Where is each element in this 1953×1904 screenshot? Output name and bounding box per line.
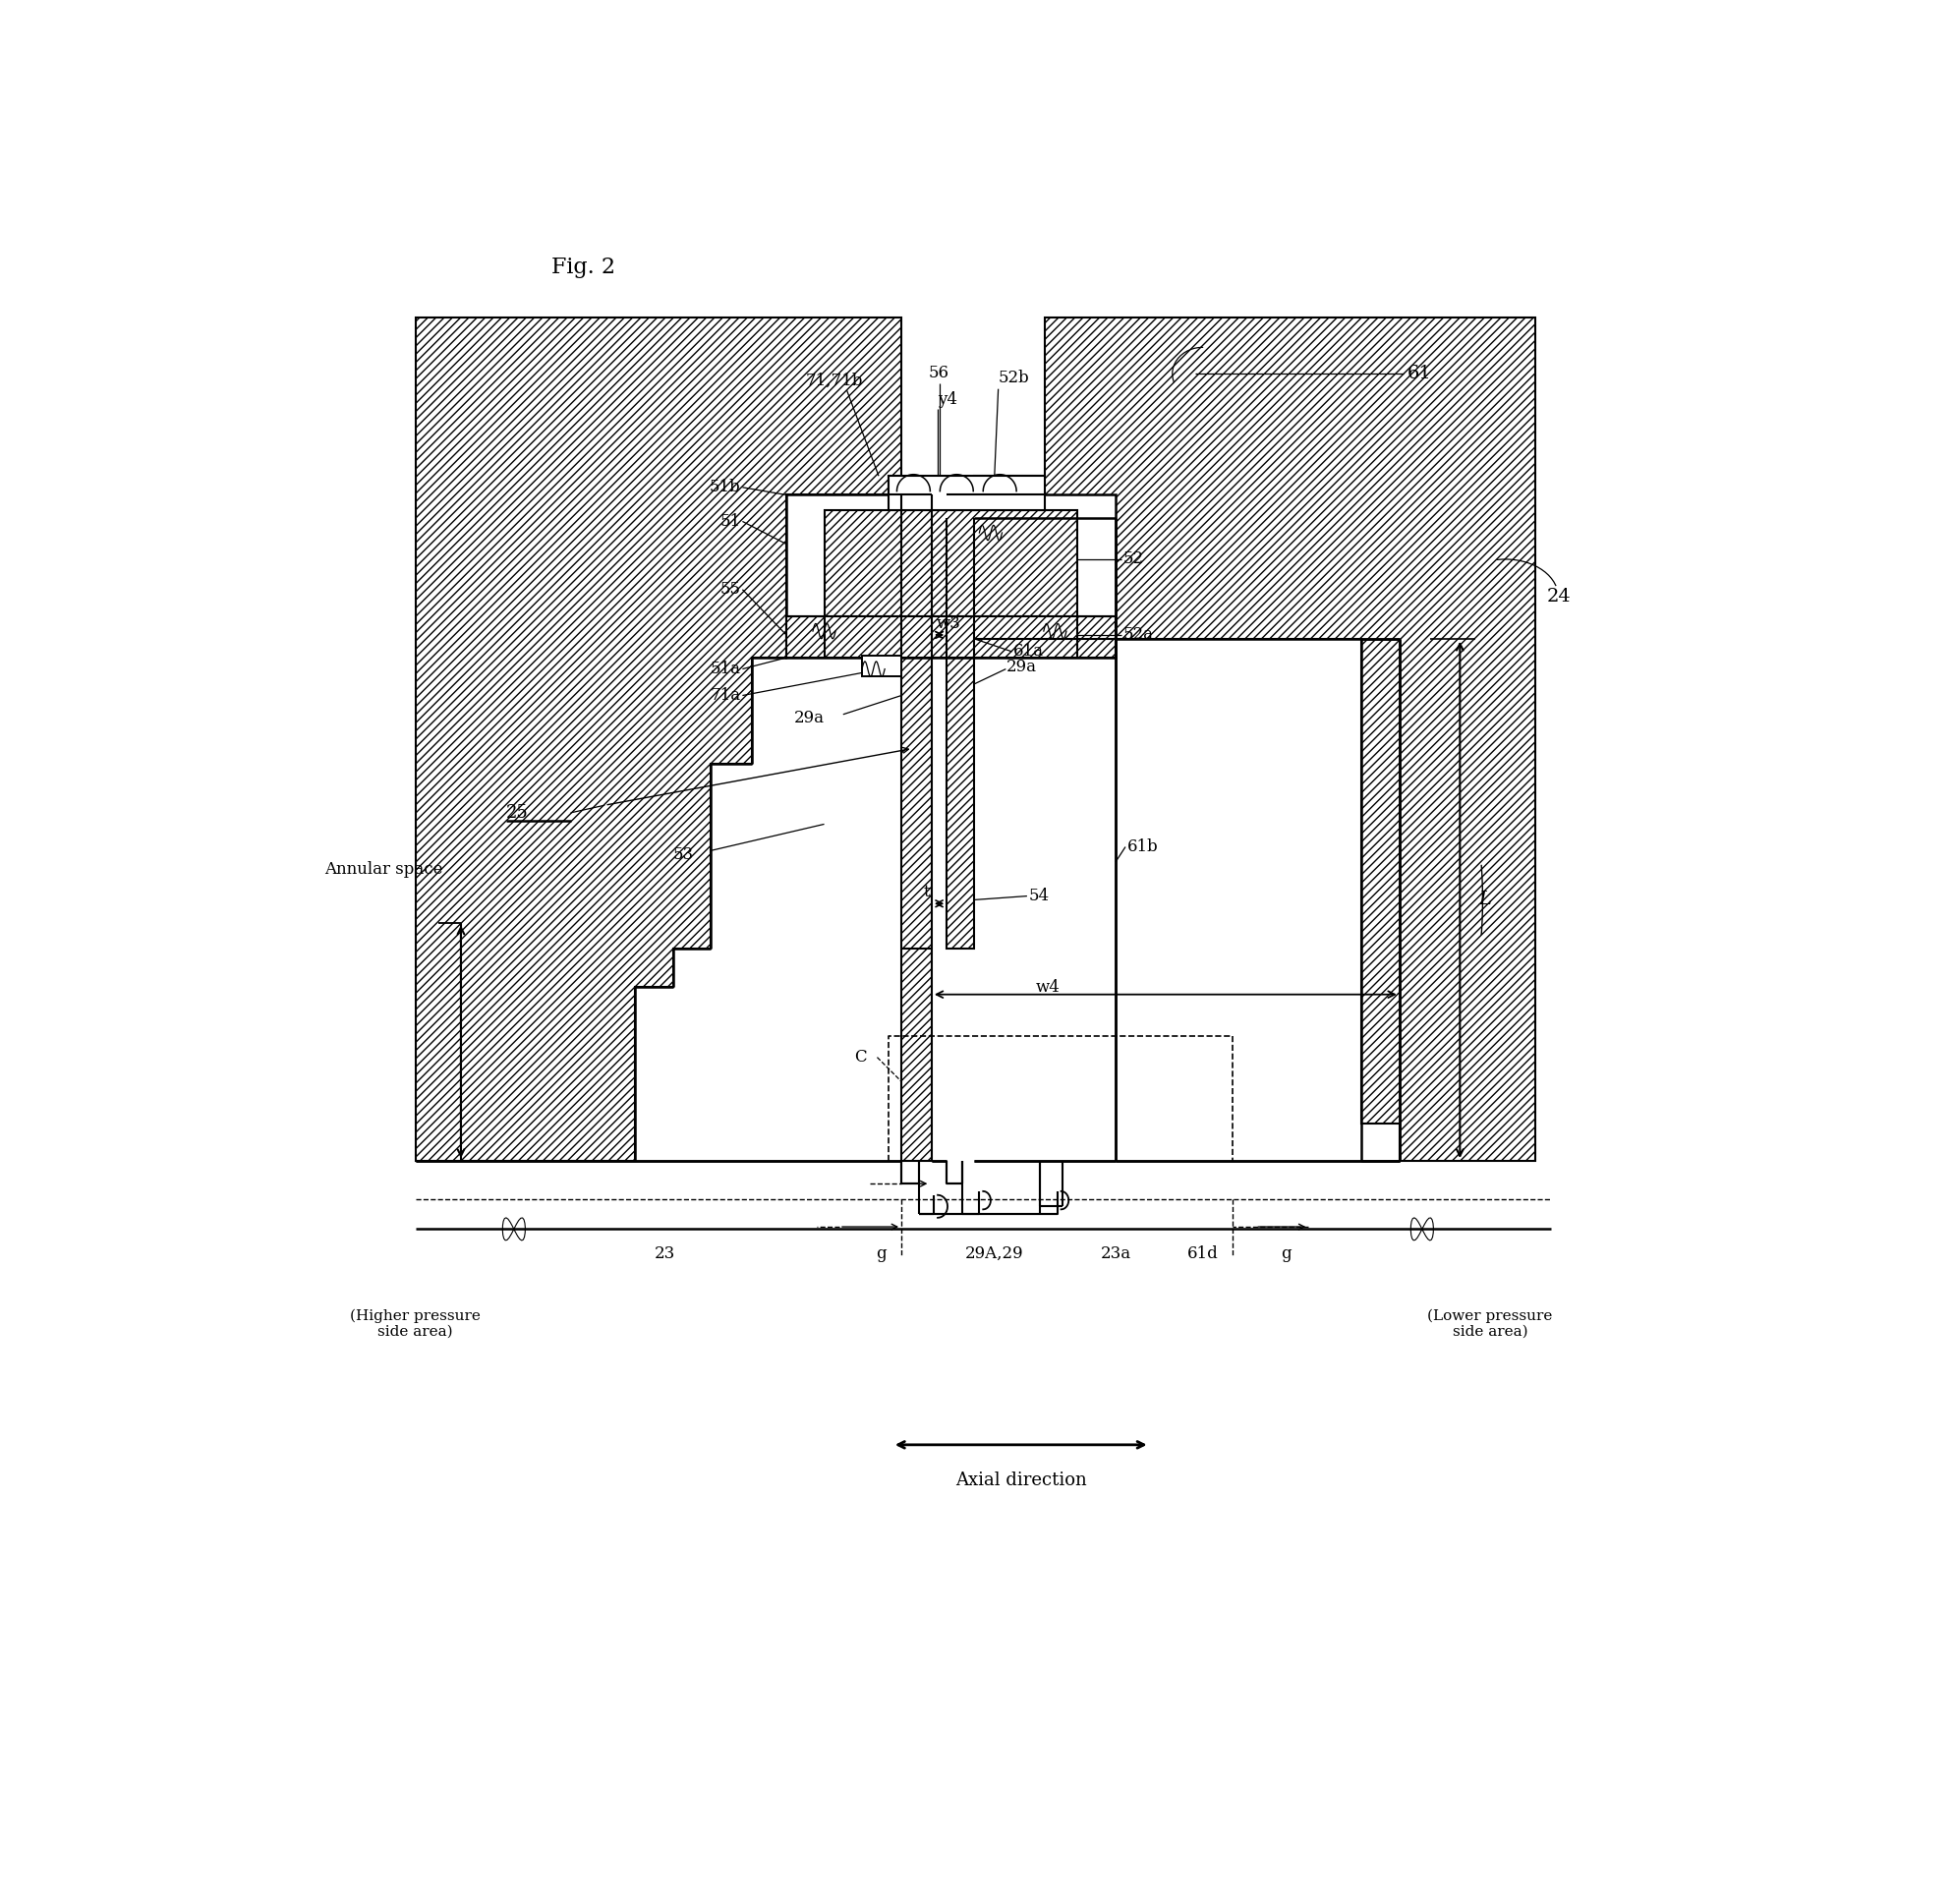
- Text: y4: y4: [937, 390, 957, 407]
- Text: w3: w3: [935, 615, 961, 632]
- Bar: [824, 510, 1078, 617]
- Text: 51: 51: [721, 512, 740, 529]
- Text: (Lower pressure
side area): (Lower pressure side area): [1428, 1308, 1553, 1339]
- Text: 71a: 71a: [711, 687, 740, 704]
- Bar: [889, 476, 1045, 510]
- Text: 55: 55: [721, 581, 740, 598]
- Text: 51a: 51a: [711, 661, 740, 678]
- Bar: [787, 617, 1115, 657]
- Text: 23: 23: [654, 1245, 676, 1262]
- Bar: [861, 657, 902, 676]
- Text: 61b: 61b: [1127, 838, 1158, 855]
- Text: (Higher pressure
side area): (Higher pressure side area): [350, 1308, 480, 1339]
- Bar: [787, 495, 1115, 657]
- Text: L: L: [1478, 891, 1492, 908]
- Text: 56: 56: [930, 366, 949, 381]
- Text: t: t: [924, 883, 930, 901]
- Polygon shape: [416, 318, 902, 1161]
- Text: 52: 52: [1123, 550, 1144, 567]
- Text: C: C: [855, 1049, 867, 1066]
- Bar: [947, 518, 975, 948]
- Text: 29A,29: 29A,29: [965, 1245, 1023, 1262]
- Text: 71,71b: 71,71b: [805, 371, 863, 388]
- Text: 51b: 51b: [709, 480, 740, 495]
- Text: Axial direction: Axial direction: [955, 1472, 1086, 1489]
- Text: Fig. 2: Fig. 2: [553, 257, 615, 278]
- Bar: [902, 495, 932, 1161]
- Text: g: g: [875, 1245, 887, 1262]
- Text: g: g: [1281, 1245, 1291, 1262]
- Text: 53: 53: [674, 845, 693, 863]
- Text: 61d: 61d: [1187, 1245, 1219, 1262]
- Text: 24: 24: [1547, 588, 1572, 605]
- Text: 61a: 61a: [1014, 644, 1043, 661]
- Text: 54: 54: [1029, 887, 1049, 904]
- Text: 52a: 52a: [1123, 626, 1154, 644]
- Text: w4: w4: [1035, 979, 1060, 996]
- Text: 29a: 29a: [1006, 659, 1037, 676]
- Polygon shape: [975, 318, 1535, 1161]
- Text: Annular space: Annular space: [324, 861, 443, 878]
- Text: 25: 25: [506, 803, 529, 823]
- Text: 52b: 52b: [998, 369, 1029, 387]
- Text: 23a: 23a: [1100, 1245, 1131, 1262]
- Text: 29a: 29a: [795, 710, 824, 727]
- Text: 61: 61: [1406, 366, 1432, 383]
